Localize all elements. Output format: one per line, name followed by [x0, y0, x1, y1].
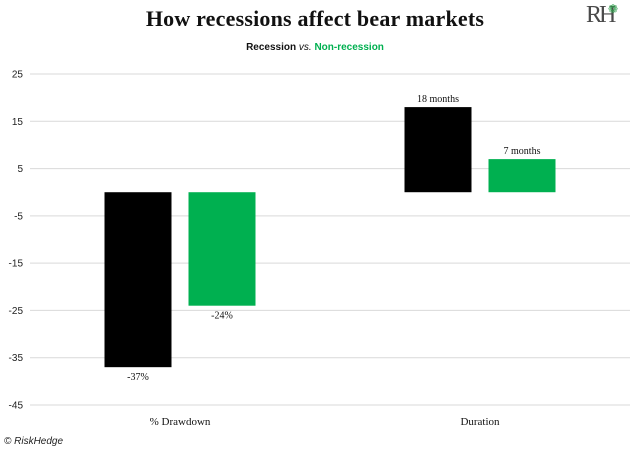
bar — [188, 192, 256, 306]
y-tick-label: -35 — [9, 353, 24, 364]
bar — [104, 192, 172, 368]
subtitle-recession: Recession — [246, 42, 297, 53]
data-label: 18 months — [417, 94, 459, 105]
bar — [488, 159, 556, 193]
data-label: 7 months — [504, 146, 541, 157]
subtitle-vs: vs. — [298, 42, 312, 53]
data-label: -37% — [127, 372, 149, 383]
x-category-label: Duration — [460, 416, 500, 428]
subtitle-non-recession: Non-recession — [314, 42, 384, 53]
riskhedge-logo: RH ❁ — [586, 2, 628, 32]
x-category-label: % Drawdown — [150, 416, 211, 428]
y-tick-label: -25 — [9, 306, 24, 317]
y-tick-label: 15 — [12, 117, 24, 128]
leaf-icon: ❁ — [608, 2, 619, 16]
bar — [404, 107, 472, 193]
y-tick-label: 25 — [12, 70, 24, 81]
y-tick-label: -15 — [9, 259, 24, 270]
logo-text: RH — [586, 2, 616, 28]
y-tick-label: -45 — [9, 401, 24, 412]
data-label: -24% — [211, 311, 233, 322]
copyright-text: © RiskHedge — [4, 436, 64, 447]
y-tick-label: -5 — [14, 211, 23, 222]
chart-subtitle: Recession vs. Non-recession — [0, 42, 630, 53]
chart-title: How recessions affect bear markets — [145, 6, 485, 31]
y-tick-label: 5 — [17, 164, 23, 175]
